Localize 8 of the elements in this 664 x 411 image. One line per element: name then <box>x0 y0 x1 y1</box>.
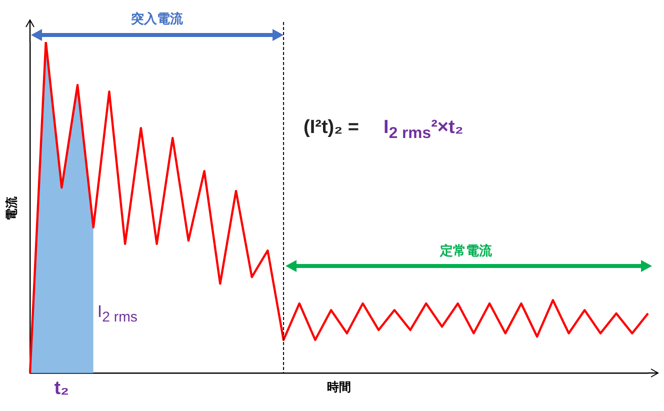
text: t₂ <box>54 378 69 400</box>
annotation: (I²t)₂ = <box>304 117 359 139</box>
x-axis-title: 時間 <box>327 379 351 396</box>
annotation: I$_{2 rms}$ <box>97 302 138 326</box>
text: 突入電流 <box>130 10 183 28</box>
y-axis-title: 電流 <box>4 196 20 220</box>
annotation: I$_{2 rms}$²×t₂ <box>384 117 464 143</box>
annotation: 定常電流 <box>440 242 492 260</box>
